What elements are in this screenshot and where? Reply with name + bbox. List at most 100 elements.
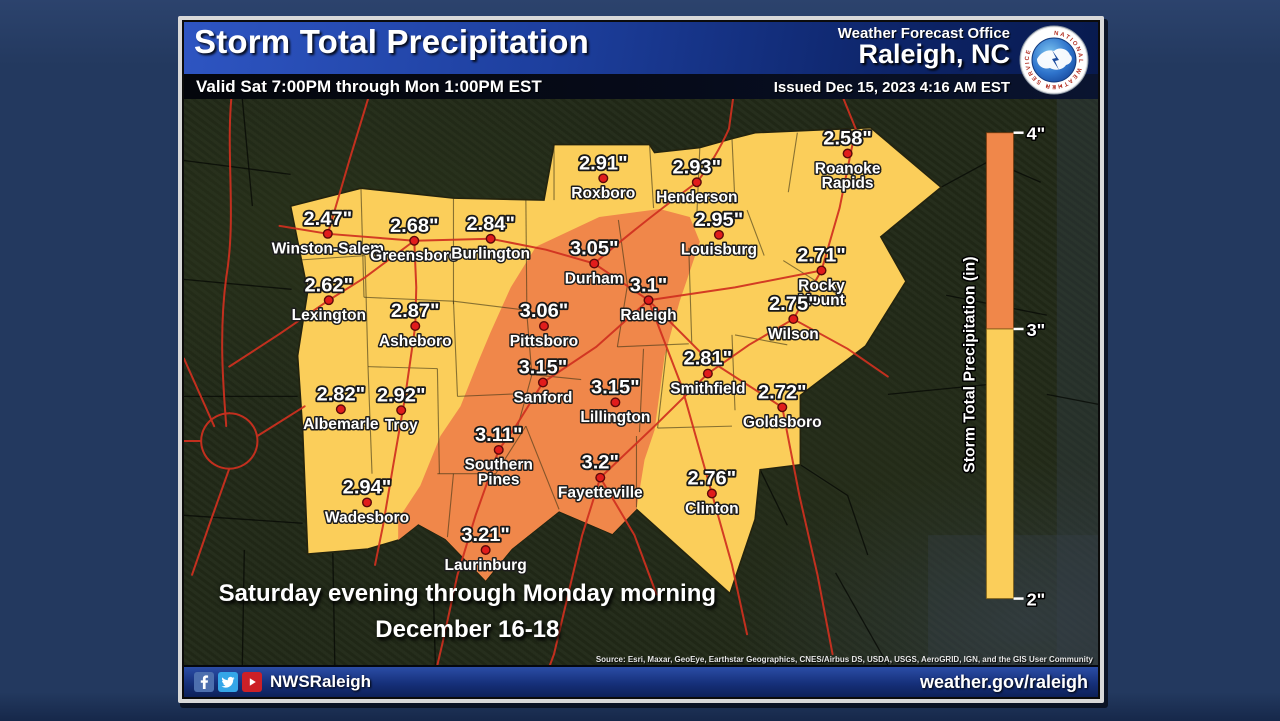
city-name: Laurinburg	[445, 557, 527, 574]
facebook-icon	[194, 672, 214, 692]
city-dot	[361, 497, 373, 508]
city-marker: 2.76" Clinton	[684, 466, 741, 519]
city-marker: 2.84" Burlington	[450, 211, 532, 264]
city-marker: 3.06" Pittsboro	[508, 298, 579, 351]
city-dot	[480, 545, 491, 555]
city-name: Sanford	[514, 389, 573, 406]
precip-value: 2.82"	[317, 383, 366, 405]
city-dot	[537, 377, 548, 388]
city-name: Southern	[465, 457, 533, 474]
city-marker: 3.15" Lillington	[579, 375, 652, 428]
precip-value: 3.06"	[520, 300, 569, 322]
city-dot	[410, 321, 421, 331]
city-dot	[485, 233, 496, 244]
website-url: weather.gov/raleigh	[919, 671, 1088, 692]
city-name: Greensboro	[370, 248, 458, 265]
precip-value: 2.72"	[758, 381, 807, 403]
city-marker: 2.94" Wadesboro	[323, 475, 410, 528]
precip-value: 2.93"	[672, 156, 721, 178]
issued-time: Issued Dec 15, 2023 4:16 AM EST	[773, 79, 1010, 96]
city-name: Troy	[385, 417, 418, 434]
city-name: Rocky	[798, 277, 845, 294]
city-name: Rapids	[822, 175, 874, 192]
city-name: Asheboro	[379, 333, 452, 350]
precip-value: 3.15"	[519, 357, 568, 379]
city-dot	[842, 148, 853, 159]
city-dot	[595, 472, 606, 483]
city-name: Smithfield	[670, 380, 745, 397]
city-marker: 3.15" Sanford	[512, 355, 574, 408]
city-dot	[335, 404, 346, 415]
city-name: Clinton	[685, 500, 739, 517]
city-marker: 2.92" Troy	[375, 383, 427, 436]
footer-bar: NWSRaleigh weather.gov/raleigh	[184, 665, 1098, 697]
city-dot	[598, 173, 609, 184]
city-marker: 3.21" Laurinburg	[443, 522, 528, 575]
precip-value: 2.81"	[684, 348, 733, 370]
city-dot	[322, 228, 333, 239]
city-name: Wadesboro	[325, 509, 409, 526]
city-dot	[323, 295, 334, 306]
city-marker: 2.47" Winston-Salem	[270, 206, 385, 259]
map-canvas: 4" 3" 2" Storm Total Precipitation (in) …	[184, 99, 1098, 665]
city-marker: 2.75" Wilson	[766, 291, 820, 344]
colorbar: 4" 3" 2" Storm Total Precipitation (in)	[960, 122, 1047, 611]
city-dot	[610, 397, 621, 408]
city-marker: 3.1" Raleigh	[619, 273, 678, 326]
colorbar-segment-3-4	[985, 132, 1015, 330]
city-name: Louisburg	[681, 242, 757, 259]
youtube-icon	[242, 672, 262, 692]
city-name: Roxboro	[571, 185, 635, 202]
precip-value: 3.15"	[591, 377, 640, 399]
precip-value: 2.87"	[391, 300, 440, 322]
office-name: Raleigh, NC	[858, 39, 1010, 70]
precip-value: 2.76"	[688, 468, 737, 490]
city-name: Raleigh	[620, 307, 676, 324]
precip-value: 2.94"	[343, 477, 392, 499]
city-dot	[643, 295, 654, 306]
valid-time: Valid Sat 7:00PM through Mon 1:00PM EST	[196, 77, 542, 96]
precip-value: 2.58"	[823, 128, 872, 150]
precip-value: 3.1"	[630, 274, 667, 296]
city-dot	[493, 444, 504, 455]
city-name: Lexington	[292, 307, 366, 324]
precip-value: 2.62"	[304, 274, 353, 296]
precip-value: 2.68"	[390, 215, 439, 237]
page-title: Storm Total Precipitation	[194, 23, 589, 60]
city-name: Lillington	[580, 409, 650, 426]
city-dot	[788, 314, 799, 325]
precip-value: 2.71"	[797, 245, 846, 267]
colorbar-tick-3: 3"	[1027, 320, 1046, 340]
office-label: Weather Forecast Office	[837, 25, 1010, 42]
water-tint	[928, 99, 1098, 665]
city-dot	[589, 258, 600, 269]
city-dot	[713, 229, 724, 240]
city-marker: 2.93" Henderson	[655, 155, 739, 208]
basemap-source-credit: Source: Esri, Maxar, GeoEye, Earthstar G…	[595, 655, 1093, 664]
city-name: Albemarle	[303, 416, 379, 433]
forecast-graphic-panel: Storm Total Precipitation Valid Sat 7:00…	[178, 16, 1104, 703]
city-name: Durham	[565, 270, 624, 287]
precip-value: 2.75"	[769, 293, 818, 315]
city-dot	[702, 368, 713, 379]
precip-value: 2.84"	[466, 213, 515, 235]
city-marker: 2.81" Smithfield	[669, 346, 747, 399]
city-name: Goldsboro	[743, 414, 822, 431]
social-handle: NWSRaleigh	[270, 672, 372, 691]
city-name: Roanoke	[815, 160, 881, 177]
highways	[184, 99, 889, 665]
header: Storm Total Precipitation Valid Sat 7:00…	[184, 22, 1098, 99]
colorbar-tick-2: 2"	[1027, 590, 1046, 610]
city-name: Winston-Salem	[272, 241, 384, 258]
office-block: Weather Forecast Office Raleigh, NC	[838, 26, 1010, 69]
forecast-graphic: Storm Total Precipitation Valid Sat 7:00…	[182, 20, 1100, 699]
city-name: Pines	[478, 472, 520, 489]
caption-line2: December 16-18	[375, 615, 560, 643]
precip-map: 4" 3" 2" Storm Total Precipitation (in) …	[184, 99, 1098, 665]
precip-value: 3.05"	[570, 238, 619, 260]
colorbar-tick-4: 4"	[1027, 124, 1046, 144]
precip-value: 2.91"	[579, 153, 628, 175]
precip-value: 2.95"	[695, 209, 744, 231]
